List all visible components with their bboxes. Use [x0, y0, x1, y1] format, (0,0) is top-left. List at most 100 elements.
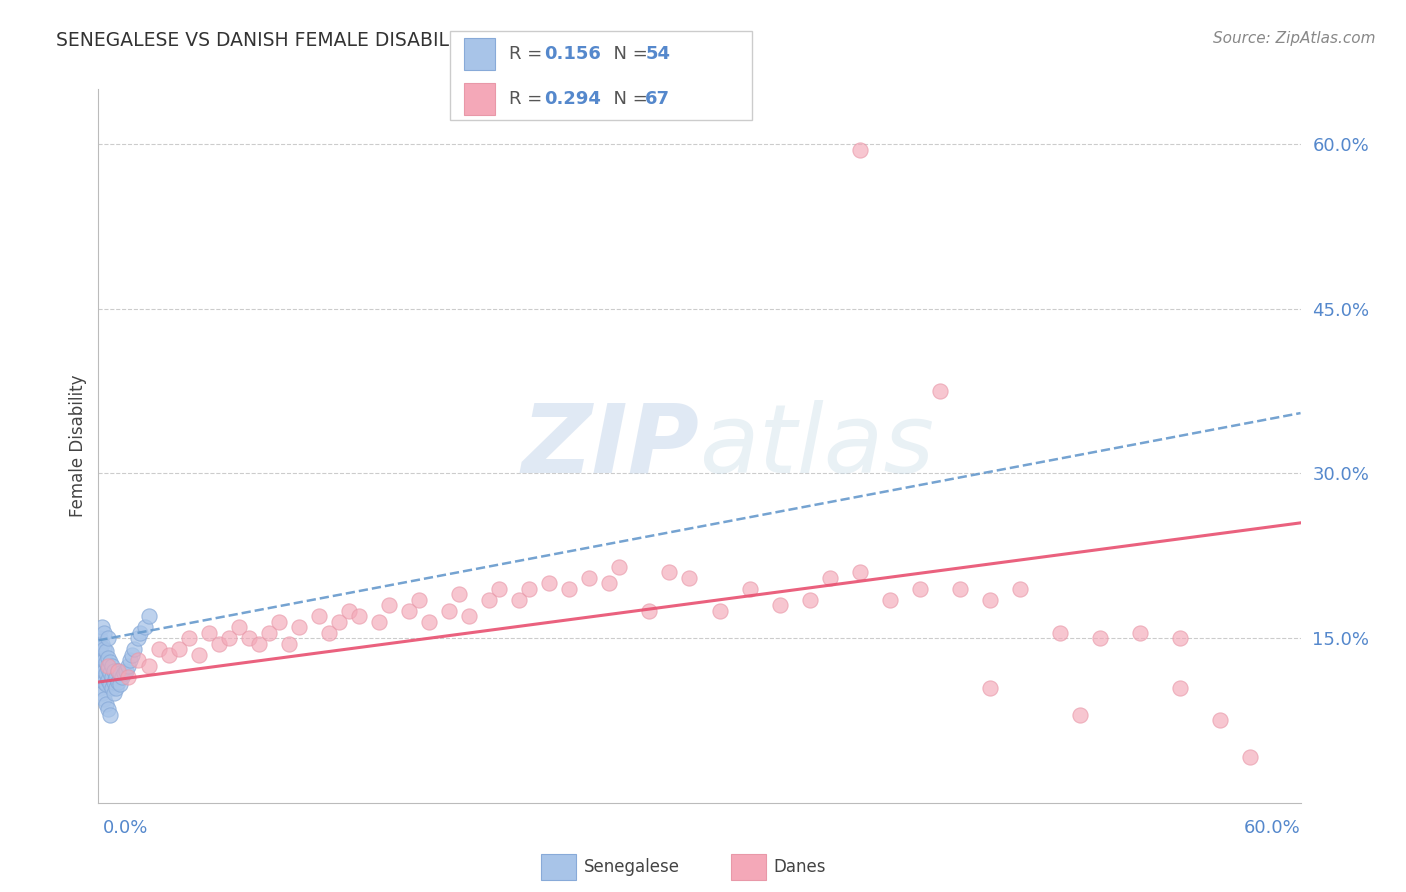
Point: [337, 604, 360, 618]
Point: [93, 664, 115, 678]
Point: [124, 642, 146, 657]
Point: [111, 669, 134, 683]
Point: [97, 658, 120, 673]
Point: [91, 637, 114, 651]
Point: [96, 677, 118, 691]
Point: [638, 604, 661, 618]
Point: [148, 642, 170, 657]
Point: [114, 666, 136, 681]
Point: [908, 582, 931, 596]
Point: [678, 571, 700, 585]
Point: [128, 653, 150, 667]
Point: [117, 669, 139, 683]
Text: 0.294: 0.294: [544, 90, 600, 108]
Point: [110, 677, 132, 691]
Text: 67: 67: [645, 90, 671, 108]
Y-axis label: Female Disability: Female Disability: [69, 375, 87, 517]
Point: [408, 592, 430, 607]
Point: [96, 655, 118, 669]
Point: [347, 609, 370, 624]
Point: [138, 609, 160, 624]
Point: [96, 666, 118, 681]
Point: [277, 637, 299, 651]
Text: 54: 54: [645, 45, 671, 63]
Point: [368, 615, 391, 629]
Point: [134, 620, 156, 634]
Text: N =: N =: [602, 90, 654, 108]
Point: [129, 625, 152, 640]
Point: [91, 620, 114, 634]
Point: [929, 384, 952, 398]
Text: 0.0%: 0.0%: [103, 819, 148, 837]
Point: [96, 644, 118, 658]
Point: [93, 653, 115, 667]
Point: [1129, 625, 1152, 640]
Point: [105, 669, 128, 683]
Point: [558, 582, 581, 596]
Text: 60.0%: 60.0%: [1244, 819, 1301, 837]
Point: [93, 691, 115, 706]
Text: SENEGALESE VS DANISH FEMALE DISABILITY CORRELATION CHART: SENEGALESE VS DANISH FEMALE DISABILITY C…: [56, 31, 688, 50]
Point: [197, 625, 219, 640]
Point: [115, 664, 138, 678]
Point: [247, 637, 270, 651]
Point: [1069, 708, 1091, 723]
Point: [117, 658, 139, 673]
Text: atlas: atlas: [700, 400, 935, 492]
Point: [267, 615, 290, 629]
Point: [93, 642, 115, 657]
Point: [578, 571, 600, 585]
Point: [101, 681, 124, 695]
Point: [799, 592, 821, 607]
Point: [318, 625, 340, 640]
Point: [398, 604, 420, 618]
Point: [97, 662, 120, 676]
Point: [328, 615, 350, 629]
Point: [769, 598, 792, 612]
Point: [1010, 582, 1032, 596]
Point: [658, 566, 681, 580]
Point: [100, 666, 122, 681]
Point: [849, 143, 872, 157]
Point: [110, 666, 132, 681]
Point: [508, 592, 530, 607]
Point: [218, 631, 240, 645]
Point: [488, 582, 510, 596]
Point: [91, 686, 114, 700]
Text: R =: R =: [509, 90, 548, 108]
Point: [97, 673, 120, 687]
Point: [517, 582, 540, 596]
Point: [949, 582, 972, 596]
Text: Danes: Danes: [773, 858, 825, 876]
Point: [447, 587, 470, 601]
Point: [979, 592, 1001, 607]
Point: [91, 658, 114, 673]
Point: [128, 631, 150, 645]
Point: [89, 681, 111, 695]
Point: [1209, 714, 1232, 728]
Point: [418, 615, 440, 629]
Point: [107, 664, 129, 678]
Text: Source: ZipAtlas.com: Source: ZipAtlas.com: [1212, 31, 1375, 46]
Point: [709, 604, 731, 618]
Point: [609, 559, 631, 574]
Point: [238, 631, 260, 645]
Point: [738, 582, 761, 596]
Point: [100, 655, 122, 669]
Point: [101, 658, 124, 673]
Point: [257, 625, 280, 640]
Point: [121, 648, 143, 662]
Point: [208, 637, 231, 651]
Point: [478, 592, 501, 607]
Point: [91, 669, 114, 683]
Point: [598, 576, 620, 591]
Point: [100, 677, 122, 691]
Point: [96, 697, 118, 711]
Point: [97, 651, 120, 665]
Point: [1170, 631, 1192, 645]
Text: R =: R =: [509, 45, 548, 63]
Point: [100, 708, 122, 723]
Text: 0.156: 0.156: [544, 45, 600, 63]
Point: [97, 702, 120, 716]
Point: [818, 571, 841, 585]
